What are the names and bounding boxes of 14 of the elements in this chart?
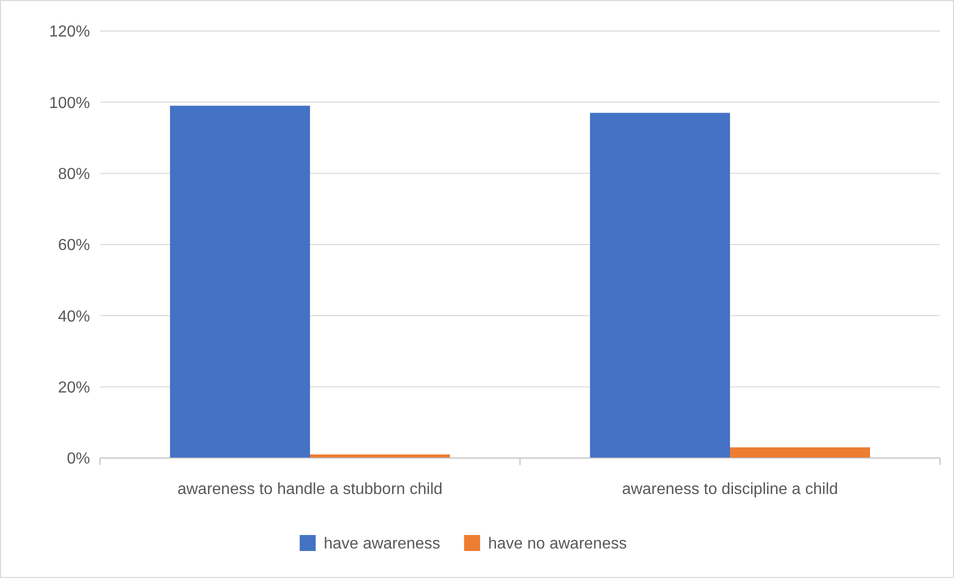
bar <box>170 106 310 458</box>
legend-label: have awareness <box>324 536 440 553</box>
x-tick-label: awareness to handle a stubborn child <box>177 481 443 498</box>
y-tick-label: 40% <box>58 308 90 326</box>
bar <box>730 447 870 458</box>
y-tick-label: 60% <box>58 237 90 254</box>
x-tick-label: awareness to discipline a child <box>622 481 838 498</box>
bar <box>590 112 730 458</box>
y-tick-label: 120% <box>49 24 90 41</box>
y-tick-label: 0% <box>66 450 90 468</box>
y-tick-label: 20% <box>58 379 90 396</box>
legend-label: have no awareness <box>488 536 627 553</box>
y-tick-label: 80% <box>58 166 90 183</box>
y-tick-label: 100% <box>49 94 90 112</box>
